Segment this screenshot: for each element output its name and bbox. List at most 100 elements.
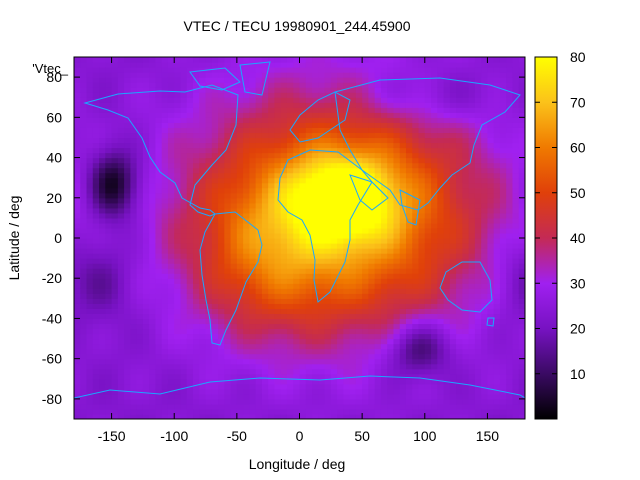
heatmap-cell: [380, 152, 388, 159]
heatmap-cell: [368, 343, 376, 350]
heatmap-cell: [130, 248, 138, 254]
heatmap-cell: [499, 87, 507, 93]
heatmap-cell: [268, 197, 276, 204]
heatmap-cell: [111, 127, 119, 134]
heatmap-cell: [493, 283, 501, 289]
heatmap-cell: [481, 132, 489, 139]
heatmap-cell: [130, 343, 138, 350]
heatmap-cell: [399, 388, 407, 395]
heatmap-cell: [80, 348, 88, 355]
heatmap-cell: [362, 177, 369, 184]
heatmap-cell: [92, 313, 100, 320]
heatmap-cell: [443, 87, 451, 93]
heatmap-cell: [211, 57, 219, 63]
heatmap-cell: [399, 187, 407, 194]
heatmap-cell: [418, 122, 426, 128]
heatmap-cell: [80, 263, 88, 269]
heatmap-cell: [186, 57, 194, 63]
heatmap-cell: [193, 57, 200, 63]
heatmap-cell: [424, 152, 432, 159]
heatmap-cell: [161, 197, 169, 204]
heatmap-cell: [236, 373, 244, 380]
heatmap-cell: [274, 132, 282, 139]
heatmap-cell: [343, 97, 351, 103]
heatmap-cell: [124, 172, 131, 179]
heatmap-cell: [405, 62, 413, 68]
heatmap-cell: [330, 182, 338, 189]
heatmap-cell: [318, 87, 326, 93]
heatmap-cell: [424, 147, 432, 154]
heatmap-cell: [312, 217, 319, 224]
heatmap-cell: [236, 217, 244, 224]
heatmap-cell: [431, 388, 438, 395]
heatmap-cell: [481, 313, 489, 320]
heatmap-cell: [193, 268, 200, 274]
heatmap-cell: [136, 288, 144, 294]
heatmap-cell: [468, 363, 476, 370]
heatmap-cell: [337, 222, 344, 229]
heatmap-cell: [456, 137, 463, 144]
heatmap-cell: [255, 288, 263, 294]
heatmap-cell: [149, 117, 157, 123]
heatmap-cell: [468, 263, 476, 269]
heatmap-cell: [249, 388, 257, 395]
heatmap-cell: [343, 62, 351, 68]
heatmap-cell: [299, 102, 307, 108]
heatmap-cell: [343, 142, 351, 149]
heatmap-cell: [243, 353, 250, 360]
heatmap-cell: [286, 202, 294, 209]
heatmap-cell: [343, 383, 351, 390]
heatmap-cell: [224, 122, 232, 128]
heatmap-cell: [218, 137, 225, 144]
heatmap-cell: [424, 298, 432, 304]
heatmap-cell: [124, 232, 131, 239]
heatmap-cell: [449, 363, 457, 370]
heatmap-cell: [449, 243, 457, 249]
heatmap-cell: [343, 348, 351, 355]
heatmap-cell: [312, 157, 319, 164]
heatmap-cell: [412, 62, 420, 68]
heatmap-cell: [124, 177, 131, 184]
heatmap-cell: [136, 408, 144, 415]
heatmap-cell: [180, 87, 188, 93]
heatmap-cell: [337, 197, 344, 204]
heatmap-cell: [330, 152, 338, 159]
heatmap-cell: [80, 77, 88, 83]
heatmap-cell: [111, 102, 119, 108]
heatmap-cell: [193, 147, 200, 154]
heatmap-cell: [462, 273, 470, 279]
heatmap-cell: [374, 398, 382, 405]
heatmap-cell: [437, 383, 445, 390]
heatmap-cell: [280, 253, 288, 259]
heatmap-cell: [506, 333, 514, 340]
heatmap-cell: [368, 398, 376, 405]
heatmap-cell: [155, 398, 163, 405]
heatmap-cell: [293, 403, 301, 410]
heatmap-cell: [493, 182, 501, 189]
heatmap-cell: [362, 97, 369, 103]
heatmap-cell: [355, 398, 363, 405]
heatmap-cell: [243, 408, 250, 415]
heatmap-cell: [330, 107, 338, 113]
heatmap-cell: [155, 122, 163, 128]
heatmap-cell: [167, 72, 175, 78]
heatmap-cell: [74, 107, 81, 113]
heatmap-cell: [111, 238, 119, 244]
heatmap-cell: [299, 172, 307, 179]
heatmap-cell: [268, 313, 276, 320]
heatmap-cell: [117, 308, 125, 315]
heatmap-cell: [418, 202, 426, 209]
heatmap-cell: [343, 248, 351, 254]
heatmap-cell: [211, 358, 219, 365]
heatmap-cell: [443, 97, 451, 103]
heatmap-cell: [155, 298, 163, 304]
heatmap-cell: [487, 268, 495, 274]
heatmap-cell: [286, 227, 294, 234]
heatmap-cell: [499, 92, 507, 98]
heatmap-cell: [92, 77, 100, 83]
heatmap-cell: [462, 127, 470, 134]
heatmap-cell: [105, 298, 113, 304]
heatmap-cell: [274, 202, 282, 209]
heatmap-cell: [155, 82, 163, 88]
heatmap-cell: [299, 207, 307, 214]
